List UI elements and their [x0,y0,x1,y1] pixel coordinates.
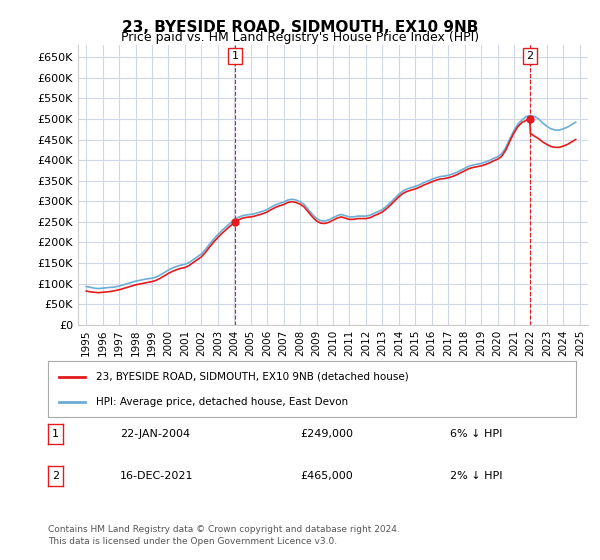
Text: £465,000: £465,000 [300,471,353,481]
Text: Price paid vs. HM Land Registry's House Price Index (HPI): Price paid vs. HM Land Registry's House … [121,31,479,44]
Text: 2% ↓ HPI: 2% ↓ HPI [450,471,503,481]
Text: 23, BYESIDE ROAD, SIDMOUTH, EX10 9NB: 23, BYESIDE ROAD, SIDMOUTH, EX10 9NB [122,20,478,35]
Text: 1: 1 [52,429,59,439]
Text: £249,000: £249,000 [300,429,353,439]
Text: 2: 2 [52,471,59,481]
Text: 6% ↓ HPI: 6% ↓ HPI [450,429,502,439]
Text: 1: 1 [232,51,239,61]
Text: 22-JAN-2004: 22-JAN-2004 [120,429,190,439]
Text: 2: 2 [526,51,533,61]
Text: Contains HM Land Registry data © Crown copyright and database right 2024.
This d: Contains HM Land Registry data © Crown c… [48,525,400,546]
Text: 23, BYESIDE ROAD, SIDMOUTH, EX10 9NB (detached house): 23, BYESIDE ROAD, SIDMOUTH, EX10 9NB (de… [95,372,408,382]
Text: HPI: Average price, detached house, East Devon: HPI: Average price, detached house, East… [95,396,347,407]
Text: 16-DEC-2021: 16-DEC-2021 [120,471,193,481]
